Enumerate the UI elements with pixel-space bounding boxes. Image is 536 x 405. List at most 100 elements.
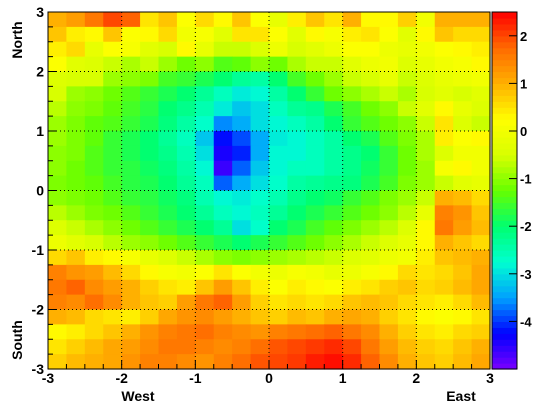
heatmap-cell [305, 190, 325, 206]
heatmap-cell [379, 175, 399, 192]
heatmap-cell [176, 86, 196, 102]
heatmap-cell [397, 279, 417, 296]
x-tick-label: -1 [189, 370, 202, 386]
heatmap-cell [305, 116, 325, 132]
colorbar-segment [492, 291, 517, 299]
heatmap-cell [287, 56, 307, 73]
heatmap-cell [158, 354, 178, 370]
heatmap-cell [158, 279, 178, 296]
heatmap-cell [48, 235, 68, 251]
heatmap-cell [471, 309, 491, 325]
heatmap-cell [66, 250, 86, 266]
heatmap-cell [195, 250, 215, 266]
heatmap-cell [287, 354, 307, 370]
colorbar-segment [492, 65, 517, 73]
heatmap-cell [103, 279, 123, 296]
heatmap-cell [213, 101, 233, 117]
heatmap-cell [121, 220, 141, 236]
heatmap-cell [250, 71, 270, 87]
heatmap-cell [287, 145, 307, 162]
heatmap-cell [176, 41, 196, 58]
heatmap-cell [121, 309, 141, 325]
heatmap-cell [250, 56, 270, 73]
heatmap-cell [342, 190, 362, 206]
heatmap-cell [379, 339, 399, 355]
heatmap-cell [269, 339, 289, 355]
heatmap-cell [453, 205, 473, 221]
heatmap-cell [176, 26, 196, 43]
heatmap-cell [121, 41, 141, 58]
colorbar-segment [492, 297, 517, 305]
colorbar-segment [492, 357, 517, 364]
heatmap-cell [324, 41, 344, 58]
heatmap-cell [453, 309, 473, 325]
heatmap-cell [287, 264, 307, 281]
heatmap-cell [287, 294, 307, 311]
heatmap-cell [176, 264, 196, 281]
heatmap-cell [176, 71, 196, 87]
heatmap-cell [250, 26, 270, 43]
grid-lines [48, 12, 490, 369]
colorbar-frame [491, 11, 518, 370]
heatmap-cell [397, 131, 417, 147]
heatmap-cell [195, 324, 215, 340]
heatmap-cell [103, 116, 123, 132]
colorbar-segment [492, 279, 517, 287]
colorbar-segment [492, 273, 517, 281]
heatmap-cell [287, 205, 307, 221]
heatmap-cell [305, 71, 325, 87]
heatmap-cell [434, 86, 454, 102]
heatmap-cell [471, 71, 491, 87]
heatmap-cell [66, 339, 86, 355]
heatmap-cell [453, 339, 473, 355]
heatmap-cell [213, 324, 233, 340]
y-axis-label-bottom: South [9, 320, 25, 360]
y-tick-label: -3 [32, 361, 45, 377]
heatmap-cell [158, 101, 178, 117]
colorbar-segment [492, 244, 517, 251]
heatmap-cell [232, 41, 252, 58]
heatmap-cell [269, 56, 289, 73]
y-tick-label: 2 [36, 64, 44, 80]
heatmap-cell [121, 279, 141, 296]
heatmap-cell [103, 56, 123, 73]
heatmap-cell [176, 101, 196, 117]
heatmap-cell [158, 86, 178, 102]
colorbar-segment [492, 208, 517, 215]
heatmap-cell [121, 294, 141, 311]
heatmap-cell [140, 86, 160, 102]
heatmap-cell [287, 250, 307, 266]
heatmap-cell [103, 235, 123, 251]
heatmap-cell [287, 309, 307, 325]
colorbar-segment [492, 339, 517, 346]
heatmap-cell [379, 131, 399, 147]
colorbar-segment [492, 59, 517, 67]
heatmap-cell [269, 101, 289, 117]
heatmap-cell [305, 12, 325, 28]
heatmap-cell [434, 324, 454, 340]
colorbar-segment [492, 101, 517, 108]
heatmap-cell [416, 220, 436, 236]
colorbar-segment [492, 309, 517, 317]
heatmap-cell [287, 86, 307, 102]
heatmap-cell [84, 339, 104, 355]
colorbar-segment [492, 53, 517, 61]
heatmap-cell [342, 220, 362, 236]
heatmap-cell [103, 220, 123, 236]
heatmap-cell [48, 71, 68, 87]
heatmap-cell [397, 220, 417, 236]
colorbar-segment [492, 327, 517, 334]
heatmap-cell [379, 145, 399, 162]
heatmap-cell [66, 131, 86, 147]
heatmap-cell [324, 309, 344, 325]
heatmap-cell [48, 190, 68, 206]
heatmap-cell [471, 190, 491, 206]
heatmap-cell [103, 309, 123, 325]
heatmap-cell [434, 101, 454, 117]
heatmap-cell [250, 101, 270, 117]
heatmap-cell [232, 205, 252, 221]
colorbar-segment [492, 136, 517, 144]
colorbar-segment [492, 303, 517, 311]
heatmap-cell [416, 294, 436, 311]
heatmap-cell [158, 26, 178, 43]
